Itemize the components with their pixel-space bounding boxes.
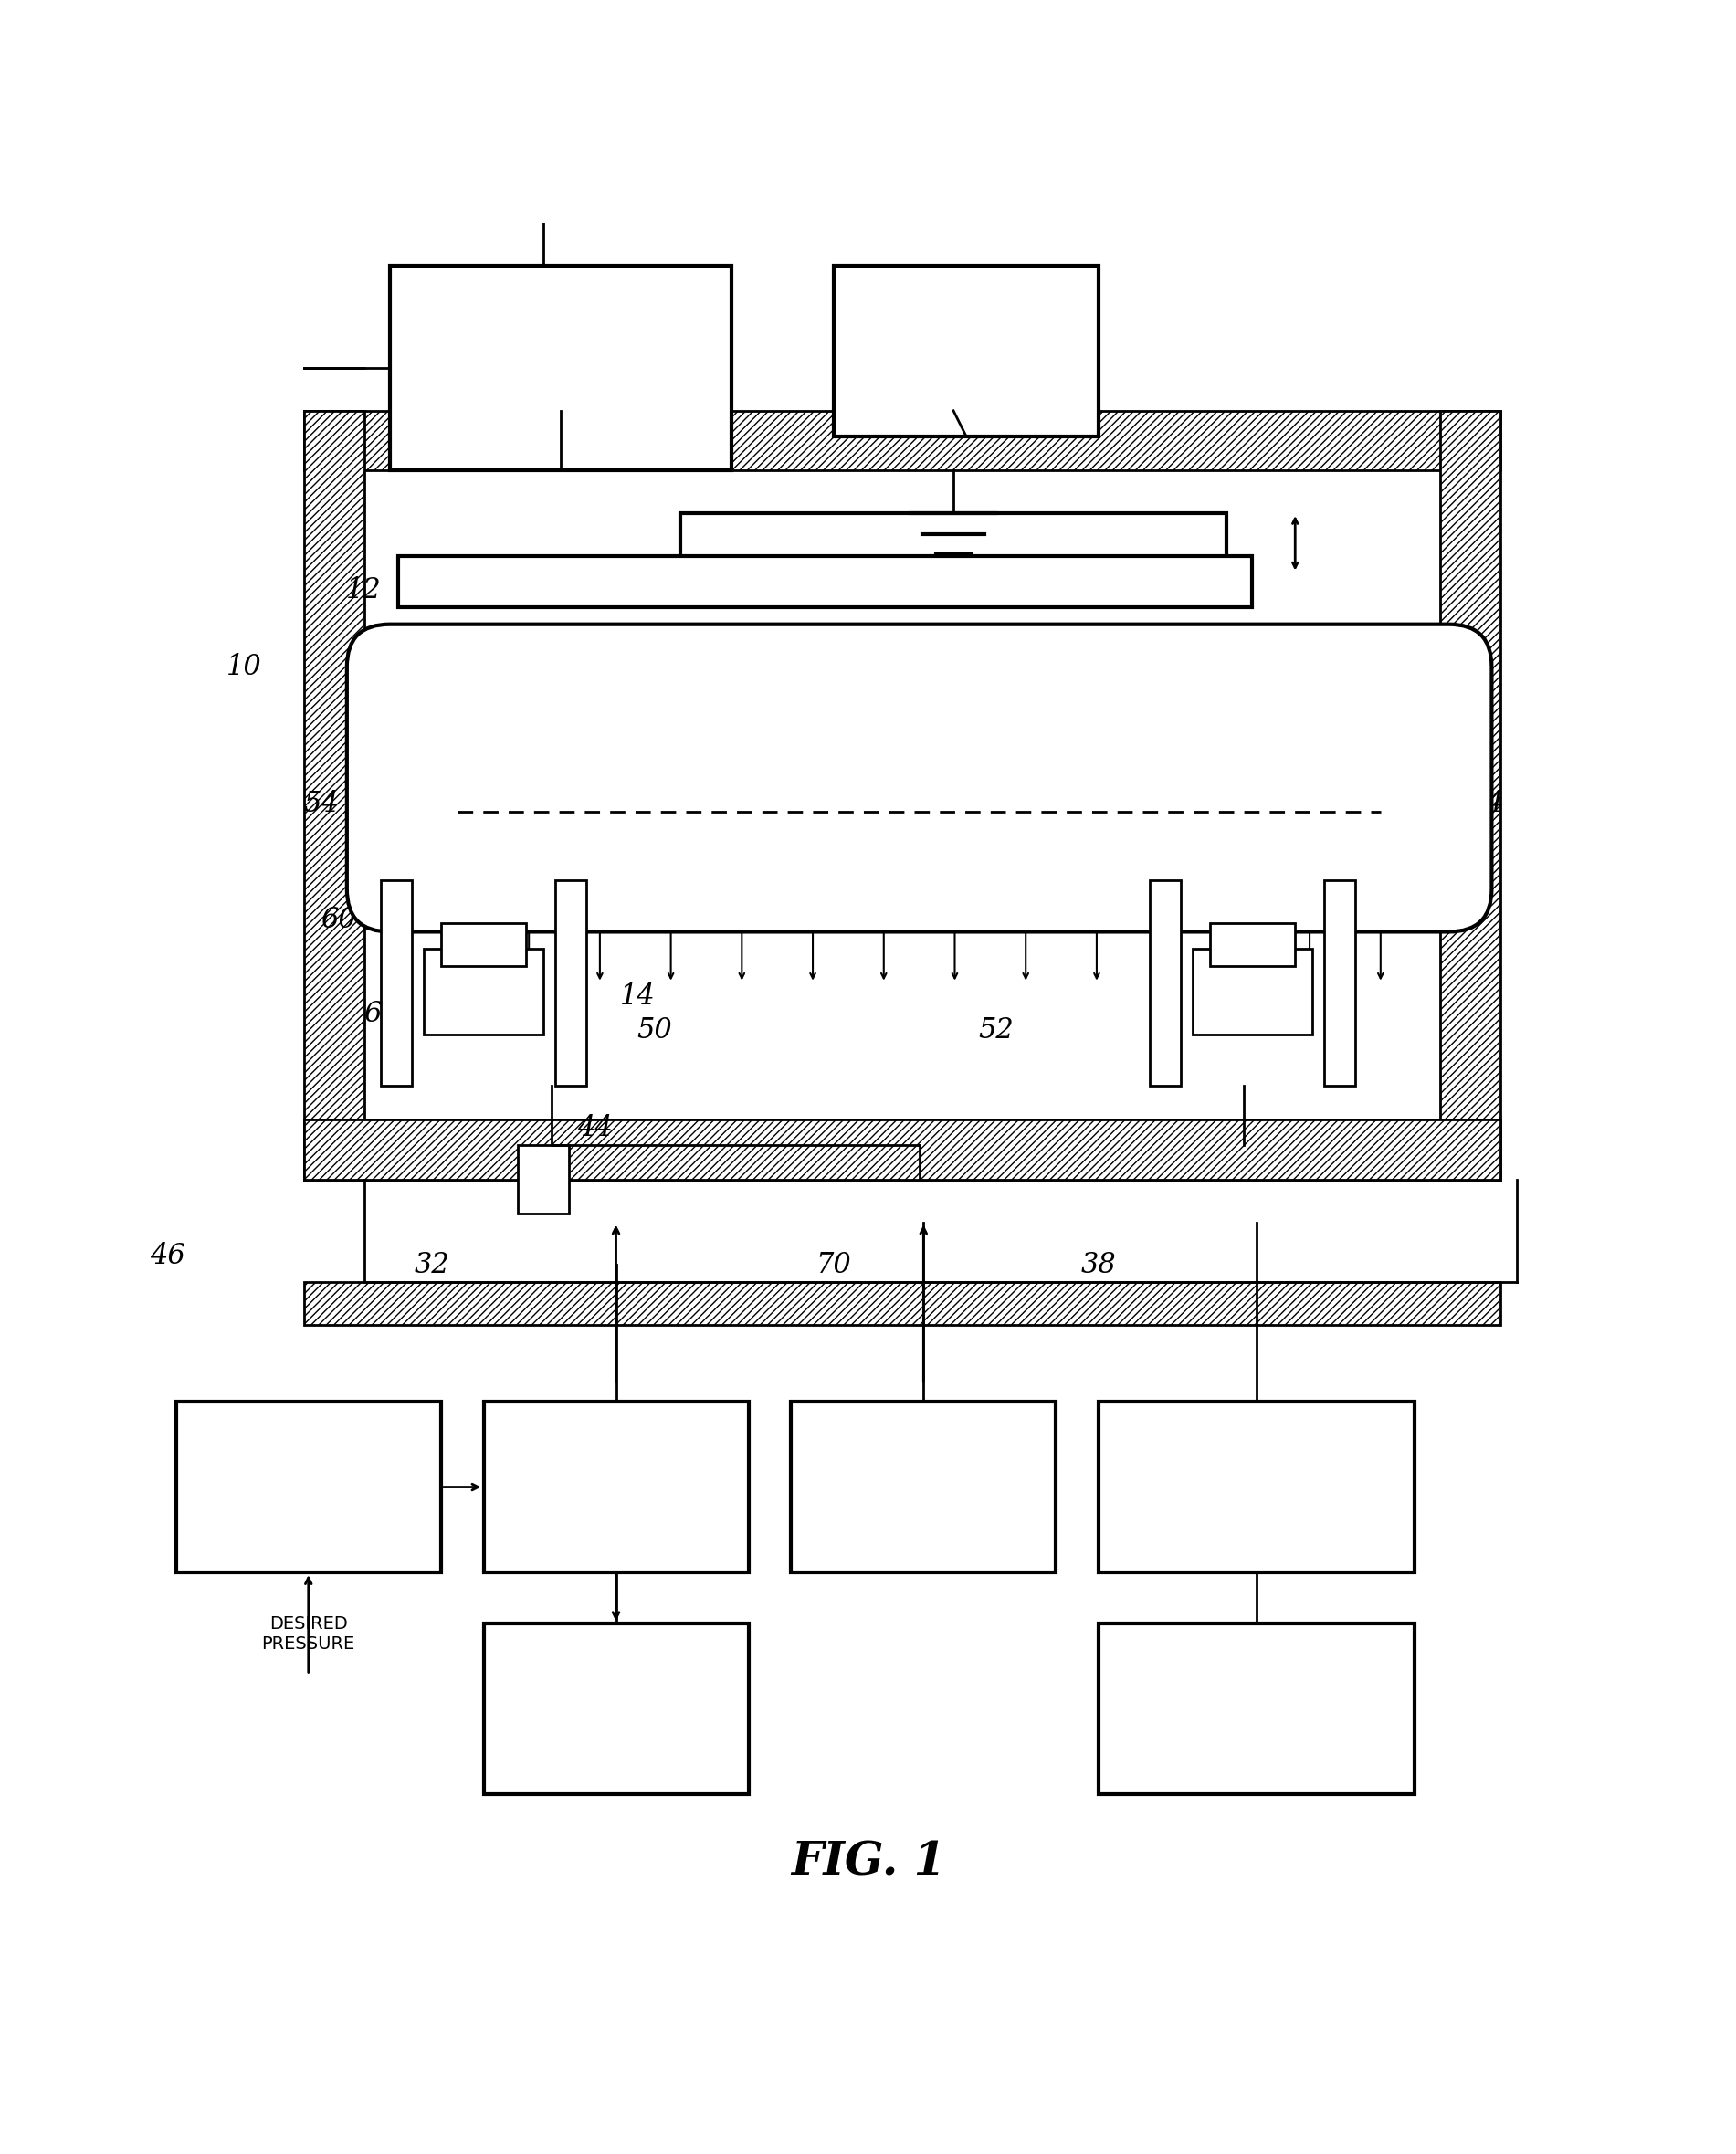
Bar xyxy=(304,411,365,1180)
Bar xyxy=(484,1624,748,1794)
Text: 48: 48 xyxy=(833,831,868,859)
Text: 66: 66 xyxy=(1243,999,1279,1027)
Text: 44: 44 xyxy=(576,1114,613,1142)
Text: VACUUM
PUMP: VACUUM PUMP xyxy=(568,1689,665,1730)
Bar xyxy=(1210,924,1295,965)
FancyBboxPatch shape xyxy=(347,625,1491,933)
Text: FIG. 1: FIG. 1 xyxy=(790,1840,946,1885)
Text: HOLLOW
ELECTRODE
PULSE
SOURCE: HOLLOW ELECTRODE PULSE SOURCE xyxy=(498,323,623,414)
Text: 60: 60 xyxy=(1389,905,1424,935)
Text: 24: 24 xyxy=(432,679,467,707)
Bar xyxy=(389,265,731,470)
Text: DESIRED
PRESSURE: DESIRED PRESSURE xyxy=(262,1616,356,1652)
Bar xyxy=(1193,950,1312,1034)
Text: 54: 54 xyxy=(1469,791,1503,819)
Text: 50: 50 xyxy=(637,1017,672,1045)
Text: 52: 52 xyxy=(979,1017,1014,1045)
Text: HV
PULSE
SOURCE: HV PULSE SOURCE xyxy=(924,317,1010,383)
Bar xyxy=(792,1402,1055,1572)
Bar xyxy=(424,950,543,1034)
Text: 30: 30 xyxy=(988,388,1023,416)
Bar xyxy=(556,881,587,1086)
Text: DOSE
PROCESSOR: DOSE PROCESSOR xyxy=(854,1467,993,1508)
Text: 54: 54 xyxy=(304,791,339,819)
Bar xyxy=(175,1402,441,1572)
Text: 32: 32 xyxy=(415,1251,450,1279)
Text: 70: 70 xyxy=(816,1251,852,1279)
Text: MASS FLOW
CONTROLLER: MASS FLOW CONTROLLER xyxy=(1180,1467,1332,1508)
Bar xyxy=(398,556,1252,607)
Text: 42: 42 xyxy=(526,823,561,853)
Bar xyxy=(681,513,1227,573)
Text: 10: 10 xyxy=(227,653,262,681)
Text: 20: 20 xyxy=(1003,823,1040,853)
Bar xyxy=(1149,881,1180,1086)
Text: 34: 34 xyxy=(594,1473,630,1501)
Text: 40: 40 xyxy=(1090,823,1125,853)
Text: 60: 60 xyxy=(321,905,356,935)
Bar xyxy=(517,1146,569,1213)
Bar xyxy=(441,924,526,965)
Text: 14: 14 xyxy=(620,982,654,1010)
Bar xyxy=(304,411,1500,470)
Bar xyxy=(1099,1402,1415,1572)
Text: 38: 38 xyxy=(1082,1251,1116,1279)
Bar xyxy=(380,881,411,1086)
Text: CONTROLLER: CONTROLLER xyxy=(233,1478,384,1497)
Text: 36: 36 xyxy=(1354,1473,1391,1501)
Text: 12: 12 xyxy=(345,575,382,605)
Text: 66: 66 xyxy=(363,999,399,1027)
Text: VALVE: VALVE xyxy=(582,1478,651,1497)
Bar xyxy=(1099,1624,1415,1794)
Bar xyxy=(1325,881,1356,1086)
Bar xyxy=(304,1120,1500,1180)
Bar xyxy=(304,1282,1500,1325)
Bar xyxy=(833,265,1099,437)
Bar xyxy=(484,1402,748,1572)
Text: GAS
SOURCE: GAS SOURCE xyxy=(1210,1689,1304,1730)
Text: 56: 56 xyxy=(457,388,493,416)
Bar xyxy=(304,1120,1500,1180)
Bar xyxy=(1441,411,1500,1180)
Text: 26: 26 xyxy=(1099,644,1134,672)
Text: 46: 46 xyxy=(149,1243,186,1271)
